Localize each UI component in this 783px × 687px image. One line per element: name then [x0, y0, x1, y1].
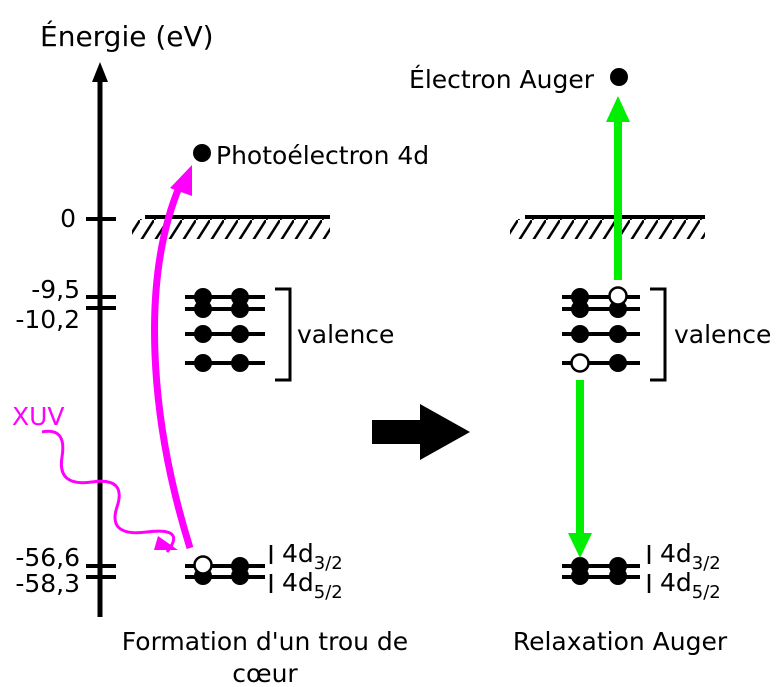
valence-levels: [185, 288, 265, 372]
arrowhead: [606, 96, 630, 122]
vacuum-hatch: [510, 219, 705, 239]
excitation-arrowhead: [170, 165, 192, 196]
tick-label: 0: [60, 204, 76, 233]
xuv-wave: [41, 429, 176, 553]
vacuum-hatch: [132, 219, 330, 239]
photoelectron: [193, 144, 211, 162]
auger-electron-label: Électron Auger: [409, 65, 595, 94]
valence-levels: [562, 286, 640, 373]
arrowhead: [568, 533, 592, 558]
core-levels: [185, 555, 265, 585]
valence-bracket: [275, 287, 292, 382]
excitation-arrow: [151, 183, 194, 550]
xuv-label: XUV: [12, 402, 65, 431]
tick-label: -58,3: [15, 569, 80, 598]
photoelectron-label: Photoélectron 4d: [216, 141, 429, 170]
level-label: 4d5/2: [660, 568, 721, 603]
axis-ticks: [86, 217, 116, 579]
valence-bracket: [650, 287, 667, 382]
caption: cœur: [232, 659, 298, 687]
tick-label: -9,5: [31, 275, 80, 304]
transition-arrow: [372, 404, 470, 460]
valence-label: valence: [297, 320, 394, 349]
level-label: 4d3/2: [282, 539, 343, 574]
level-label: 4d3/2: [660, 539, 721, 574]
valence-label: valence: [674, 320, 771, 349]
auger-electron: [610, 68, 628, 86]
caption: Formation d'un trou de: [122, 627, 408, 656]
level-label: 4d5/2: [282, 568, 343, 603]
axis-arrowhead: [92, 62, 108, 82]
caption: Relaxation Auger: [513, 627, 728, 656]
axis-title: Énergie (eV): [40, 19, 214, 53]
tick-label: -56,6: [15, 543, 80, 572]
core-levels: [562, 557, 640, 585]
xuv-arrowhead: [154, 536, 178, 550]
tick-label: -10,2: [15, 305, 80, 334]
